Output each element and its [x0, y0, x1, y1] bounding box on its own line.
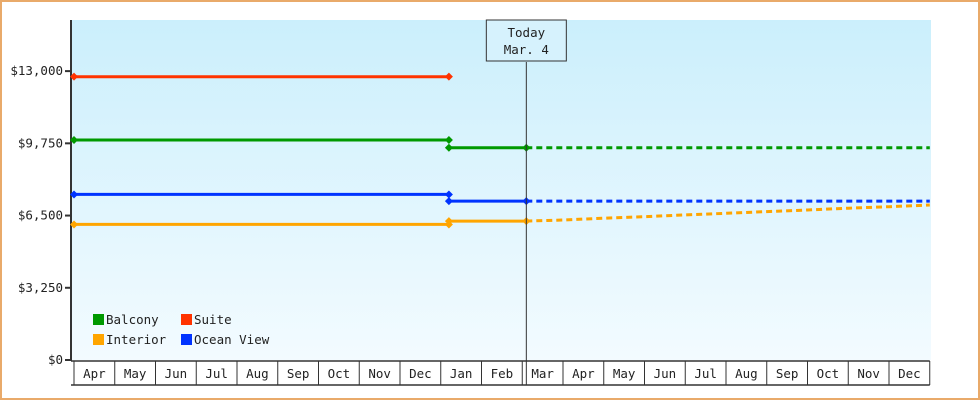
x-tick-label: Jan: [450, 366, 473, 381]
y-tick-label: $0: [48, 352, 63, 367]
ocean-view-point: [444, 197, 453, 206]
x-tick-label: Dec: [898, 366, 921, 381]
x-tick-label: Apr: [83, 366, 106, 381]
y-tick-label: $13,000: [10, 63, 63, 78]
legend-label-interior: Interior: [106, 332, 167, 347]
x-tick-label: Sep: [776, 366, 799, 381]
y-tick-label: $3,250: [18, 280, 63, 295]
legend-swatch-ocean-view: [181, 334, 192, 345]
plot-area: [72, 20, 931, 360]
legend-swatch-balcony: [93, 314, 104, 325]
legend-label-balcony: Balcony: [106, 312, 159, 327]
legend-label-suite: Suite: [194, 312, 232, 327]
x-tick-label: May: [124, 366, 147, 381]
balcony-point: [70, 136, 78, 144]
x-tick-label: Aug: [735, 366, 758, 381]
today-box: [485, 19, 567, 62]
x-tick-label: Mar: [531, 366, 554, 381]
x-tick-label: Sep: [287, 366, 310, 381]
x-tick-label: Nov: [368, 366, 391, 381]
balcony-point: [444, 136, 453, 144]
x-tick-label: Oct: [817, 366, 840, 381]
today-date: Mar. 4: [504, 42, 549, 57]
x-tick-label: Jun: [165, 366, 188, 381]
interior-point: [70, 220, 78, 229]
x-tick-label: Jul: [205, 366, 228, 381]
today-label: Today: [508, 25, 546, 40]
x-tick-label: Apr: [572, 366, 595, 381]
legend-swatch-interior: [93, 334, 104, 345]
x-tick-label: Nov: [857, 366, 880, 381]
legend-label-ocean-view: Ocean View: [194, 332, 270, 347]
x-tick-label: Jul: [694, 366, 717, 381]
ocean-view-point: [444, 190, 453, 199]
x-tick-label: Aug: [246, 366, 269, 381]
legend-swatch-suite: [181, 314, 192, 325]
interior-line-dashed: [526, 203, 930, 223]
x-tick-label: Dec: [409, 366, 432, 381]
x-tick-label: May: [613, 366, 636, 381]
x-tick-label: Oct: [328, 366, 351, 381]
y-tick-label: $6,500: [18, 208, 63, 223]
x-tick-label: Feb: [491, 366, 514, 381]
ocean-view-point: [70, 190, 78, 199]
x-tick-label: Jun: [654, 366, 677, 381]
y-tick-label: $9,750: [18, 135, 63, 150]
balcony-point: [444, 143, 453, 152]
interior-point: [444, 217, 453, 226]
suite-point: [70, 72, 78, 81]
suite-point: [444, 72, 453, 81]
